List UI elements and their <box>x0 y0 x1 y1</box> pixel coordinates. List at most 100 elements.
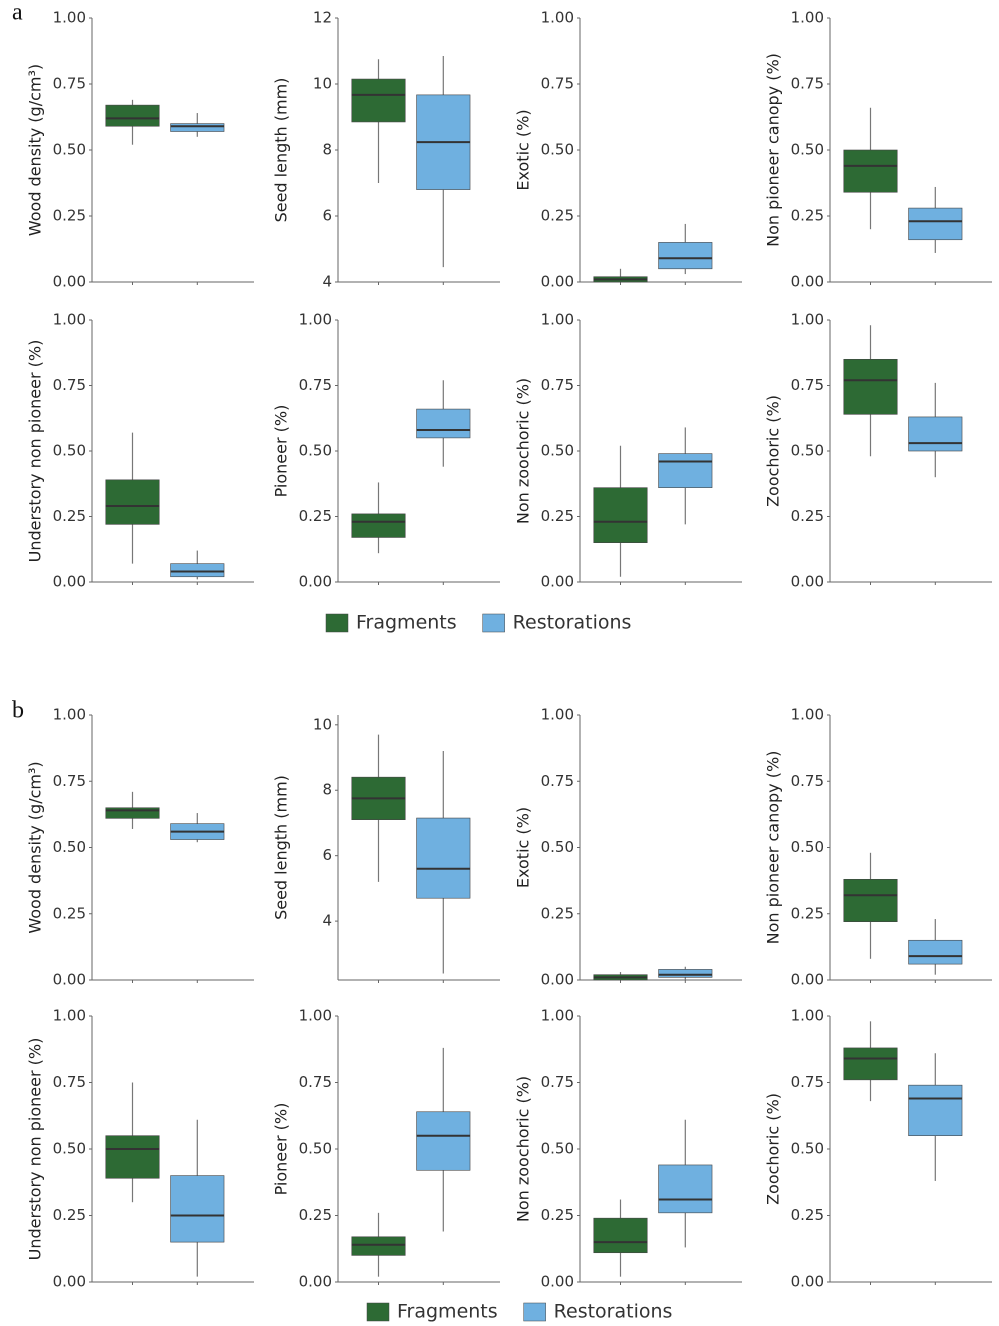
y-tick-label: 1.00 <box>791 9 824 27</box>
box <box>352 79 405 122</box>
y-tick-label: 0.00 <box>53 573 86 591</box>
y-tick-label: 1.00 <box>299 1007 332 1025</box>
y-tick-label: 0.75 <box>53 1073 86 1091</box>
y-tick-label: 0.75 <box>541 772 574 790</box>
box <box>659 242 712 268</box>
box <box>909 208 962 240</box>
box <box>844 150 897 192</box>
y-axis-label: Pioneer (%) <box>272 405 291 498</box>
y-tick-label: 1.00 <box>53 706 86 724</box>
box <box>171 124 224 132</box>
box <box>106 480 159 525</box>
box <box>659 454 712 488</box>
legend-swatch <box>326 614 348 632</box>
box <box>417 1112 470 1171</box>
y-tick-label: 1.00 <box>541 706 574 724</box>
y-tick-label: 12 <box>313 9 332 27</box>
y-axis-label: Understory non pioneer (%) <box>26 1038 45 1261</box>
y-tick-label: 0.75 <box>53 376 86 394</box>
y-tick-label: 4 <box>322 273 332 291</box>
y-tick-label: 0.50 <box>791 442 824 460</box>
box <box>417 818 470 898</box>
box <box>844 879 897 921</box>
y-tick-label: 0.25 <box>299 1206 332 1224</box>
y-axis-label: Wood density (g/cm³) <box>26 761 45 933</box>
y-axis-label: Seed length (mm) <box>272 78 291 223</box>
y-tick-label: 0.25 <box>791 507 824 525</box>
y-tick-label: 1.00 <box>53 9 86 27</box>
y-tick-label: 0.75 <box>791 1073 824 1091</box>
y-tick-label: 0.75 <box>541 1073 574 1091</box>
y-axis-label: Wood density (g/cm³) <box>26 64 45 236</box>
y-tick-label: 0.50 <box>791 1140 824 1158</box>
y-tick-label: 1.00 <box>53 1007 86 1025</box>
box <box>844 359 897 414</box>
y-tick-label: 1.00 <box>541 1007 574 1025</box>
y-tick-label: 0.50 <box>791 141 824 159</box>
y-tick-label: 0.75 <box>299 376 332 394</box>
box <box>171 1176 224 1243</box>
box <box>844 1048 897 1080</box>
box <box>909 1085 962 1136</box>
y-tick-label: 1.00 <box>299 311 332 329</box>
y-tick-label: 0.50 <box>299 442 332 460</box>
y-tick-label: 0.50 <box>53 141 86 159</box>
y-tick-label: 0.00 <box>541 273 574 291</box>
y-tick-label: 6 <box>322 846 332 864</box>
y-tick-label: 0.50 <box>791 838 824 856</box>
box <box>106 1136 159 1179</box>
y-tick-label: 0.75 <box>791 75 824 93</box>
y-tick-label: 0.00 <box>541 971 574 989</box>
y-tick-label: 0.50 <box>541 1140 574 1158</box>
y-axis-label: Exotic (%) <box>514 807 533 888</box>
y-tick-label: 0.75 <box>299 1073 332 1091</box>
y-tick-label: 10 <box>313 75 332 93</box>
y-axis-label: Zoochoric (%) <box>764 1093 783 1205</box>
y-tick-label: 0.25 <box>53 207 86 225</box>
figure: a b 0.000.250.500.751.00Wood density (g/… <box>0 0 999 1326</box>
box <box>594 1218 647 1253</box>
y-tick-label: 0.25 <box>53 904 86 922</box>
y-tick-label: 1.00 <box>791 311 824 329</box>
y-tick-label: 1.00 <box>53 311 86 329</box>
y-tick-label: 0.00 <box>791 273 824 291</box>
y-tick-label: 8 <box>322 781 332 799</box>
y-tick-label: 0.75 <box>53 75 86 93</box>
legend-label: Restorations <box>513 612 632 634</box>
y-tick-label: 0.25 <box>541 1206 574 1224</box>
y-axis-label: Understory non pioneer (%) <box>26 340 45 563</box>
y-axis-label: Non zoochoric (%) <box>514 1076 533 1222</box>
legend-label: Fragments <box>356 612 457 634</box>
box <box>909 417 962 451</box>
y-tick-label: 1.00 <box>541 311 574 329</box>
legend-swatch <box>483 614 505 632</box>
y-tick-label: 0.25 <box>541 904 574 922</box>
box <box>352 514 405 538</box>
box <box>659 969 712 977</box>
legend-swatch <box>367 1303 389 1321</box>
y-tick-label: 0.50 <box>53 442 86 460</box>
y-tick-label: 0.75 <box>791 772 824 790</box>
y-tick-label: 0.25 <box>541 507 574 525</box>
y-tick-label: 0.75 <box>791 376 824 394</box>
box <box>352 1237 405 1256</box>
panel-label: b <box>12 698 24 724</box>
y-tick-label: 0.25 <box>299 507 332 525</box>
box <box>171 564 224 577</box>
y-tick-label: 0.25 <box>541 207 574 225</box>
y-tick-label: 8 <box>322 141 332 159</box>
y-axis-label: Seed length (mm) <box>272 775 291 920</box>
y-tick-label: 10 <box>313 715 332 733</box>
y-axis-label: Exotic (%) <box>514 109 533 190</box>
y-axis-label: Non zoochoric (%) <box>514 378 533 524</box>
box <box>659 1165 712 1213</box>
y-tick-label: 1.00 <box>791 706 824 724</box>
y-tick-label: 0.25 <box>791 904 824 922</box>
y-tick-label: 0.75 <box>53 772 86 790</box>
y-tick-label: 0.00 <box>791 971 824 989</box>
y-tick-label: 0.50 <box>53 1140 86 1158</box>
legend-label: Restorations <box>554 1301 673 1323</box>
y-tick-label: 0.00 <box>53 971 86 989</box>
y-tick-label: 0.50 <box>299 1140 332 1158</box>
y-tick-label: 4 <box>322 912 332 930</box>
